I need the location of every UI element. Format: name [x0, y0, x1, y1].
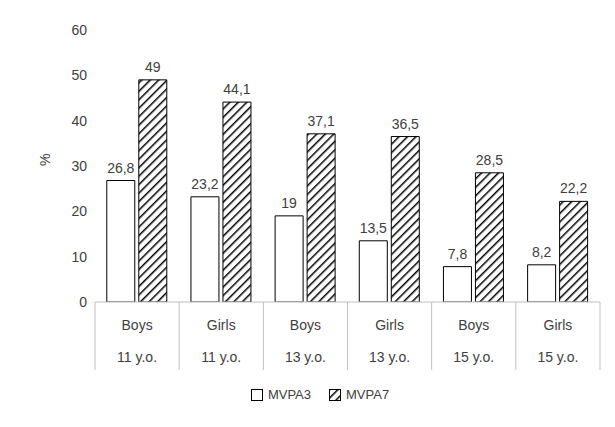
svg-text:40: 40	[71, 113, 87, 129]
html-text:MVPA7: MVPA7	[346, 387, 390, 402]
svg-text:10: 10	[71, 249, 87, 265]
svg-text:15 y.o.: 15 y.o.	[453, 349, 494, 365]
svg-text:%: %	[37, 154, 53, 166]
svg-text:13 y.o.: 13 y.o.	[285, 349, 326, 365]
svg-text:20: 20	[71, 203, 87, 219]
svg-text:8,2: 8,2	[532, 244, 552, 260]
svg-text:28,5: 28,5	[476, 152, 503, 168]
svg-text:23,2: 23,2	[191, 176, 218, 192]
svg-text:49: 49	[145, 59, 161, 75]
svg-text:37,1: 37,1	[307, 113, 334, 129]
svg-text:13,5: 13,5	[360, 220, 387, 236]
svg-text:Boys: Boys	[122, 317, 153, 333]
svg-text:60: 60	[71, 22, 87, 38]
svg-text:19: 19	[281, 195, 297, 211]
svg-text:Boys: Boys	[290, 317, 321, 333]
svg-text:26,8: 26,8	[107, 160, 134, 176]
svg-text:13 y.o.: 13 y.o.	[369, 349, 410, 365]
svg-text:0: 0	[79, 294, 87, 310]
svg-text:11 y.o.: 11 y.o.	[201, 349, 241, 365]
svg-text:11 y.o.: 11 y.o.	[117, 349, 157, 365]
svg-text:Girls: Girls	[375, 317, 404, 333]
svg-text:15 y.o.: 15 y.o.	[537, 349, 578, 365]
svg-text:44,1: 44,1	[223, 81, 250, 97]
svg-text:50: 50	[71, 67, 87, 83]
svg-text:36,5: 36,5	[392, 116, 419, 132]
svg-text:Girls: Girls	[207, 317, 236, 333]
svg-text:Girls: Girls	[544, 317, 573, 333]
html-text:MVPA3: MVPA3	[267, 387, 311, 402]
svg-text:30: 30	[71, 158, 87, 174]
svg-text:22,2: 22,2	[560, 180, 587, 196]
svg-text:7,8: 7,8	[448, 246, 468, 262]
svg-text:Boys: Boys	[458, 317, 489, 333]
